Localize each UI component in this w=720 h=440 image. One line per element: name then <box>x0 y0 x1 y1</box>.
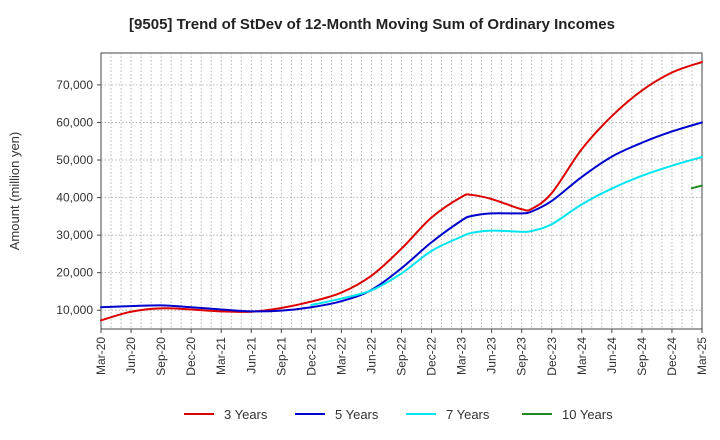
x-tick-label: Sep-20 <box>154 337 168 376</box>
x-tick-label: Sep-22 <box>395 337 409 376</box>
x-tick-label: Sep-24 <box>635 337 649 376</box>
y-axis-ticks: 10,000 20,000 30,000 40,000 50,000 60,000 70,0… <box>56 78 101 317</box>
x-tick-label: Mar-25 <box>695 337 709 375</box>
y-tick-label: 70,000 <box>56 78 93 92</box>
x-tick-label: Dec-24 <box>665 337 679 376</box>
legend: 3 Years 5 Years 7 Years 10 Years <box>184 407 613 422</box>
x-tick-label: Mar-20 <box>94 337 108 375</box>
series-line-3-years <box>100 61 703 322</box>
chart-title: [9505] Trend of StDev of 12-Month Moving… <box>129 16 615 33</box>
x-axis-ticks: Mar-20 Jun-20 Sep-20 Dec-20 Mar-21 Jun-21 Sep-… <box>94 329 709 376</box>
x-tick-label: Dec-22 <box>425 337 439 376</box>
x-tick-label: Jun-23 <box>485 337 499 374</box>
legend-label: 7 Years <box>446 407 490 422</box>
x-tick-label: Mar-23 <box>455 337 469 375</box>
y-axis-label: Amount (million yen) <box>7 132 22 251</box>
x-tick-label: Dec-23 <box>545 337 559 376</box>
legend-label: 5 Years <box>335 407 379 422</box>
series-group <box>100 61 703 322</box>
x-tick-label: Mar-22 <box>334 337 348 375</box>
x-tick-label: Mar-21 <box>214 337 228 375</box>
series-line-10-years <box>690 184 703 190</box>
x-tick-label: Sep-23 <box>515 337 529 376</box>
x-tick-label: Dec-21 <box>304 337 318 376</box>
y-tick-label: 30,000 <box>56 228 93 242</box>
series-line-5-years <box>100 121 703 313</box>
x-tick-label: Jun-20 <box>124 337 138 374</box>
x-tick-label: Jun-21 <box>244 337 258 374</box>
x-tick-label: Jun-24 <box>605 337 619 374</box>
x-tick-label: Sep-21 <box>274 337 288 376</box>
y-tick-label: 60,000 <box>56 115 93 129</box>
y-tick-label: 50,000 <box>56 153 93 167</box>
y-tick-label: 20,000 <box>56 266 93 280</box>
legend-label: 3 Years <box>224 407 268 422</box>
x-tick-label: Jun-22 <box>364 337 378 374</box>
x-tick-label: Dec-20 <box>184 337 198 376</box>
x-tick-label: Mar-24 <box>575 337 589 375</box>
legend-label: 10 Years <box>562 407 613 422</box>
y-tick-label: 40,000 <box>56 191 93 205</box>
grid <box>101 53 702 329</box>
y-tick-label: 10,000 <box>56 303 93 317</box>
series-line-7-years <box>310 156 703 306</box>
